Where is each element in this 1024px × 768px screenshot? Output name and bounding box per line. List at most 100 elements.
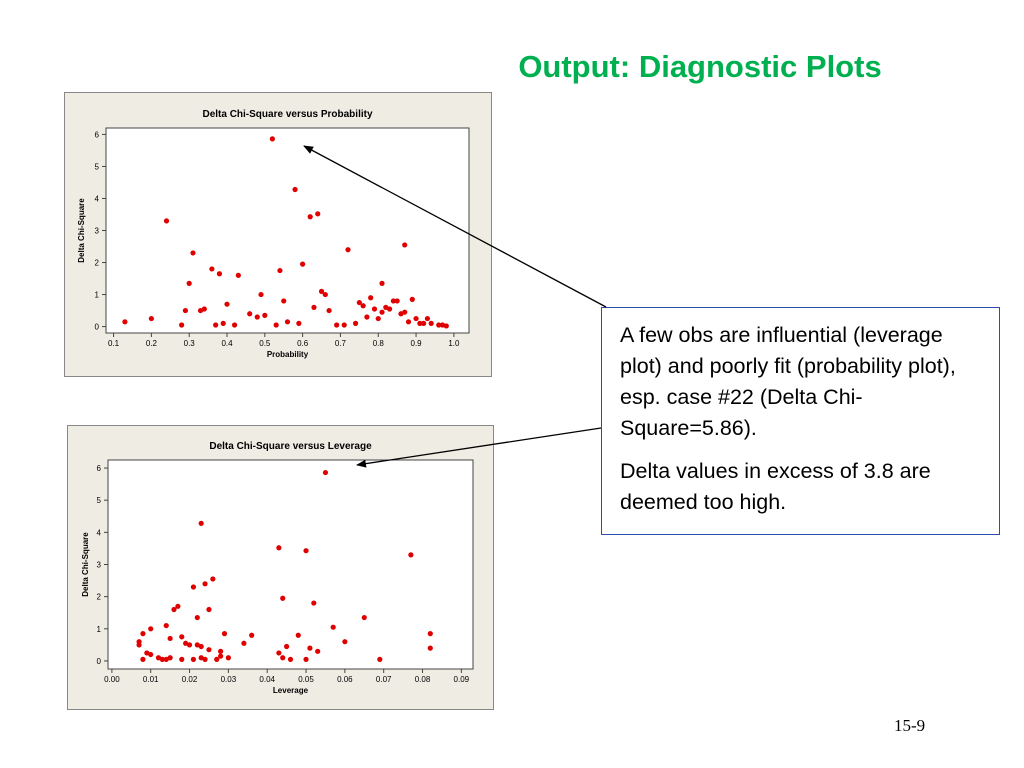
data-point <box>311 304 317 310</box>
data-point <box>167 635 173 642</box>
data-point <box>428 320 434 326</box>
data-point <box>163 622 169 629</box>
slide-title: Output: Diagnostic Plots <box>518 49 882 84</box>
data-point <box>424 315 431 322</box>
x-tick-label: 0.1 <box>108 339 120 348</box>
data-point <box>262 312 268 318</box>
data-point <box>334 322 340 328</box>
data-point <box>315 211 321 217</box>
data-point <box>315 648 321 654</box>
data-point <box>284 643 290 650</box>
probability-chart-frame: Delta Chi-Square versus Probability 0.1 0.… <box>64 92 492 377</box>
data-point <box>190 584 197 590</box>
data-point <box>330 624 336 630</box>
data-point <box>140 631 146 637</box>
chart-title: Delta Chi-Square versus Probability <box>202 109 372 120</box>
data-point <box>322 291 328 298</box>
x-tick-label: 0.02 <box>182 675 198 684</box>
y-tick-label: 5 <box>95 162 100 171</box>
y-tick-label: 4 <box>95 194 100 203</box>
data-point <box>287 656 294 662</box>
y-tick-label: 1 <box>95 291 100 300</box>
x-tick-label: 0.08 <box>415 675 431 684</box>
data-point <box>179 656 185 662</box>
data-point <box>386 306 393 312</box>
data-point <box>371 306 378 312</box>
data-point <box>368 295 374 301</box>
data-point <box>179 322 185 328</box>
data-point <box>443 323 449 329</box>
data-point <box>175 603 181 609</box>
x-tick-label: 0.04 <box>259 675 275 684</box>
x-tick-label: 0.06 <box>337 675 353 684</box>
y-tick-label: 3 <box>97 561 102 570</box>
x-tick-label: 0.05 <box>298 675 314 684</box>
data-point <box>247 311 253 317</box>
data-point <box>221 631 228 637</box>
x-tick-label: 0.8 <box>373 339 385 348</box>
slide-number: 15-9 <box>894 716 926 735</box>
y-axis-label: Delta Chi-Square <box>77 198 86 263</box>
data-point <box>360 303 366 309</box>
data-point <box>140 656 146 662</box>
data-point <box>179 634 185 640</box>
data-point <box>198 655 204 661</box>
leverage-scatter-plot: Delta Chi-Square versus Leverage 0.00 0.01… <box>81 441 474 695</box>
data-point <box>183 640 189 646</box>
data-point <box>311 600 317 606</box>
data-point <box>190 250 196 256</box>
data-point <box>276 545 282 551</box>
data-point <box>296 320 302 326</box>
data-point <box>364 314 370 320</box>
data-point <box>218 653 224 659</box>
data-point <box>303 548 309 554</box>
data-point <box>307 214 313 220</box>
data-point <box>284 319 291 325</box>
data-point <box>352 320 359 326</box>
x-tick-label: 0.00 <box>104 675 120 684</box>
data-point <box>408 552 414 558</box>
data-point <box>213 322 219 328</box>
data-point <box>122 319 128 325</box>
y-axis-label: Delta Chi-Square <box>81 532 90 597</box>
y-tick-label: 3 <box>95 227 100 236</box>
data-point <box>206 606 212 613</box>
y-tick-label: 5 <box>97 496 102 505</box>
data-point <box>273 322 279 328</box>
data-point <box>202 656 208 662</box>
data-point <box>361 614 367 621</box>
y-tick-label: 2 <box>95 259 100 268</box>
data-point <box>206 647 212 653</box>
data-point <box>427 645 433 651</box>
data-point <box>186 280 192 286</box>
data-point <box>190 656 197 662</box>
data-point <box>409 296 415 302</box>
x-tick-label: 0.01 <box>143 675 159 684</box>
data-point <box>277 267 283 274</box>
data-point <box>148 315 154 322</box>
x-axis-label: Probability <box>267 350 309 359</box>
y-tick-label: 1 <box>97 625 102 634</box>
data-point <box>405 319 412 325</box>
data-point <box>218 648 224 654</box>
x-tick-label: 0.5 <box>259 339 271 348</box>
data-point <box>201 306 207 312</box>
data-point <box>214 656 220 662</box>
data-point <box>276 650 282 656</box>
data-point <box>303 656 309 662</box>
data-point <box>379 280 385 286</box>
data-point <box>421 320 427 326</box>
leverage-chart-frame: Delta Chi-Square versus Leverage 0.00 0.01… <box>67 425 494 710</box>
data-point <box>295 632 301 638</box>
x-tick-label: 0.07 <box>376 675 392 684</box>
data-point <box>155 655 162 661</box>
x-axis-label: Leverage <box>273 686 309 695</box>
data-point <box>379 309 385 315</box>
data-point <box>209 266 215 272</box>
data-point <box>417 320 423 326</box>
data-point <box>182 307 189 314</box>
data-point <box>167 655 173 661</box>
data-point <box>148 626 154 632</box>
data-point <box>280 595 286 601</box>
data-point <box>427 631 433 637</box>
